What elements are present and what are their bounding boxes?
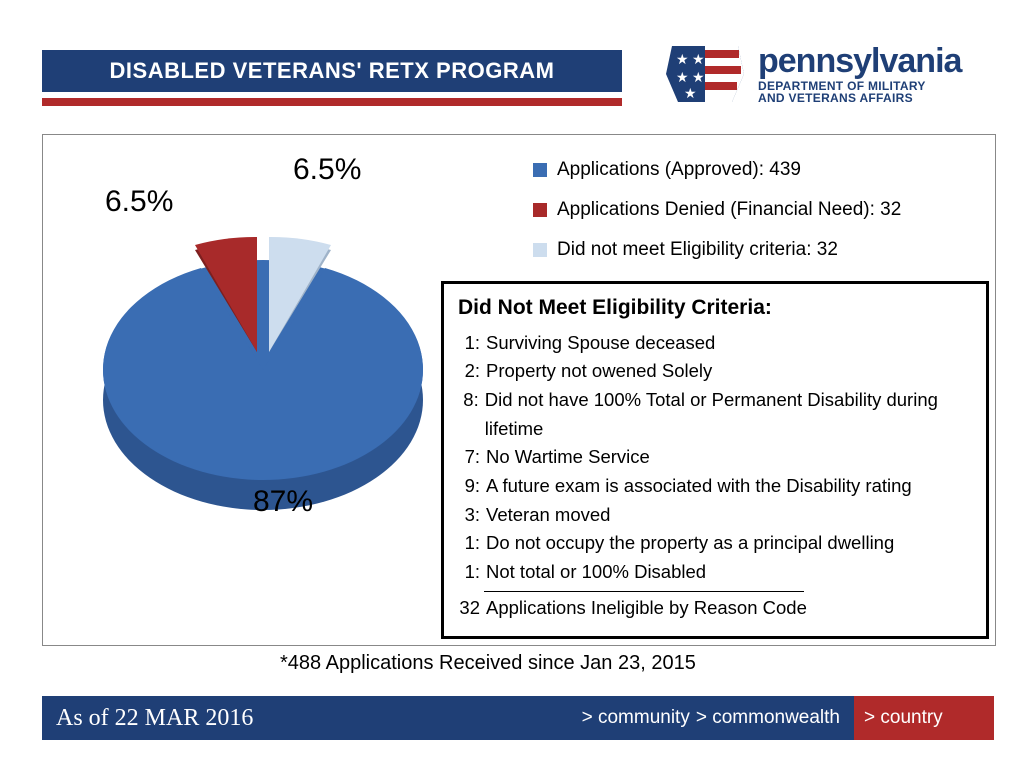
logo-text: pennsylvania DEPARTMENT OF MILITARY AND … [758,44,961,105]
footer-community: > community [582,707,690,729]
pct-label-denied: 6.5% [105,185,173,219]
footer-bar: As of 22 MAR 2016 > community > commonwe… [42,696,994,740]
legend-label: Applications (Approved): 439 [557,159,801,181]
legend-label: Applications Denied (Financial Need): 32 [557,199,901,221]
info-row: 7:No Wartime Service [458,443,972,472]
info-row: 8:Did not have 100% Total or Permanent D… [458,386,972,443]
footer-commonwealth: > commonwealth [696,707,840,729]
legend-swatch [533,163,547,177]
applications-note: *488 Applications Received since Jan 23,… [280,652,696,675]
svg-text:★: ★ [676,69,689,85]
legend-swatch [533,243,547,257]
header-underline [42,98,622,106]
svg-text:★: ★ [692,51,705,67]
legend-label: Did not meet Eligibility criteria: 32 [557,239,838,261]
svg-text:★: ★ [676,51,689,67]
legend-row: Did not meet Eligibility criteria: 32 [533,239,973,261]
info-row: 1:Do not occupy the property as a princi… [458,529,972,558]
legend-swatch [533,203,547,217]
info-row: 9:A future exam is associated with the D… [458,472,972,501]
legend-row: Applications Denied (Financial Need): 32 [533,199,973,221]
svg-text:★: ★ [684,85,697,101]
pa-keystone-icon: ★ ★ ★ ★ ★ [662,44,748,104]
header-title: DISABLED VETERANS' RETX PROGRAM [110,58,555,84]
footer-country: > country [854,696,994,740]
info-total-row: 32Applications Ineligible by Reason Code [458,594,972,623]
footer-mid: > community > commonwealth [486,696,854,740]
info-row: 2:Property not owened Solely [458,357,972,386]
info-box-divider [484,591,804,592]
info-row: 1:Not total or 100% Disabled [458,558,972,587]
footer-asof: As of 22 MAR 2016 [42,696,486,740]
info-row: 3:Veteran moved [458,501,972,530]
pct-label-approved: 87% [253,485,313,519]
eligibility-info-box: Did Not Meet Eligibility Criteria: 1:Sur… [441,281,989,639]
info-row: 1:Surviving Spouse deceased [458,329,972,358]
chart-frame: 6.5% 6.5% 87% Applications (Approved): 4… [42,134,996,646]
pct-label-ineligible: 6.5% [293,153,361,187]
logo-area: ★ ★ ★ ★ ★ pennsylvania DEPARTMENT OF MIL… [662,44,1002,114]
legend-row: Applications (Approved): 439 [533,159,973,181]
logo-dept-line2: AND VETERANS AFFAIRS [758,92,961,105]
header-title-bar: DISABLED VETERANS' RETX PROGRAM [42,50,622,92]
logo-state: pennsylvania [758,44,961,80]
svg-text:★: ★ [692,69,705,85]
chart-legend: Applications (Approved): 439 Application… [533,159,973,279]
info-box-title: Did Not Meet Eligibility Criteria: [458,292,972,325]
